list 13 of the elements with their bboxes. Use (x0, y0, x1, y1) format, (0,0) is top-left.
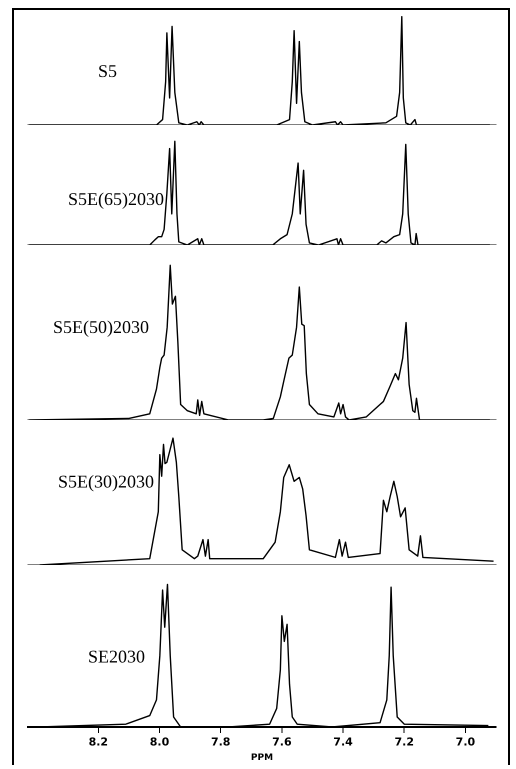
x-tick-label: 7.8 (210, 735, 230, 748)
x-tick-label: 7.2 (394, 735, 414, 748)
series-label: S5E(30)2030 (58, 472, 154, 492)
series-label: S5E(65)2030 (68, 188, 164, 209)
series-label: SE2030 (88, 646, 146, 666)
x-tick-label: 7.0 (456, 735, 476, 748)
x-tick-label: 7.6 (272, 735, 292, 748)
series-label: S5E(50)2030 (53, 316, 149, 337)
x-tick-label: 7.4 (333, 735, 354, 748)
text: S5 (98, 61, 118, 82)
x-tick-label: 8.0 (150, 735, 170, 748)
x-axis-title: PPM (250, 752, 274, 763)
x-tick-label: 8.2 (88, 735, 108, 748)
